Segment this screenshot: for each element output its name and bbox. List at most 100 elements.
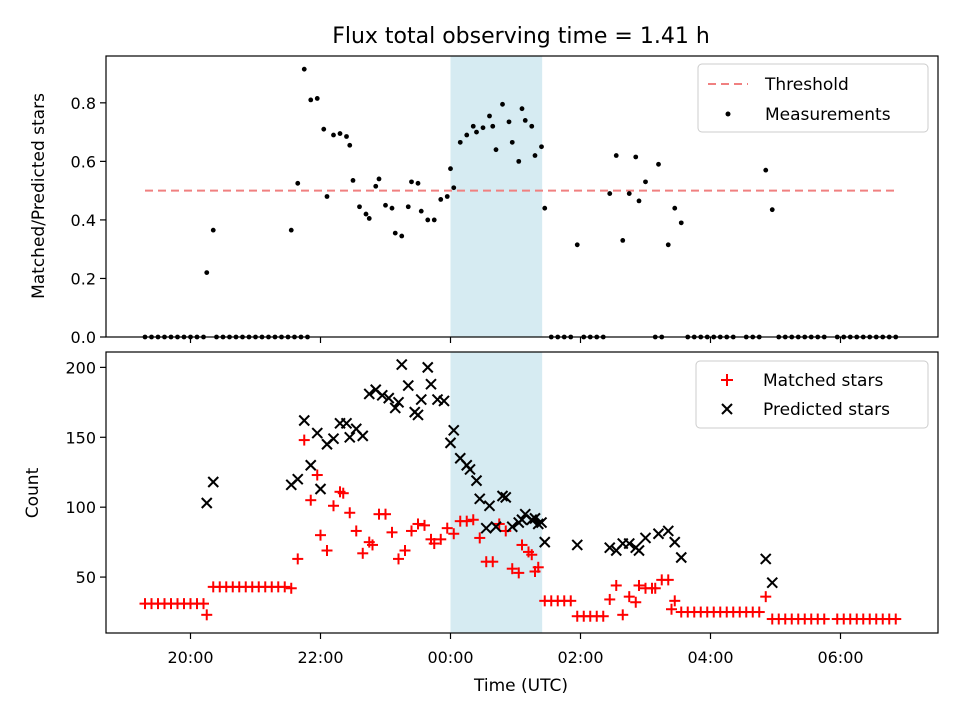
matched-star-point xyxy=(753,606,765,618)
matched-star-point xyxy=(604,593,616,605)
matched-star-point xyxy=(435,533,447,545)
top-legend: Threshold Measurements xyxy=(697,63,929,133)
predicted-star-point xyxy=(425,378,437,390)
predicted-star-point xyxy=(506,521,518,533)
matched-star-point xyxy=(532,561,544,573)
measurement-point xyxy=(474,129,479,135)
measurement-point xyxy=(357,204,362,210)
x-axis-label: Time (UTC) xyxy=(473,676,568,696)
matched-star-point xyxy=(610,579,622,591)
measurement-point xyxy=(519,106,525,112)
predicted-star-point xyxy=(669,536,681,548)
top-panel: Flux total observing time = 1.41 h 0.00.… xyxy=(29,24,939,347)
predicted-star-point xyxy=(396,358,408,371)
measurement-point xyxy=(448,166,453,172)
bottom-y-axis-label: Count xyxy=(23,467,43,518)
bottom-y-tick-label: 50 xyxy=(76,568,96,587)
predicted-star-point xyxy=(526,514,538,526)
predicted-star-point xyxy=(383,392,395,404)
predicted-star-point xyxy=(412,409,424,421)
predicted-star-point xyxy=(760,553,772,565)
measurement-point xyxy=(321,126,327,132)
predicted-star-point xyxy=(389,402,401,414)
matched-star-point xyxy=(412,518,424,530)
measurement-point xyxy=(506,119,512,125)
predicted-star-point xyxy=(480,522,492,534)
measurement-point xyxy=(337,131,343,136)
matched-star-point xyxy=(406,525,417,537)
measurement-point xyxy=(344,134,349,139)
measurement-point xyxy=(350,178,356,183)
predicted-star-point xyxy=(444,437,457,449)
predicted-star-point xyxy=(766,576,778,589)
bottom-observing-window xyxy=(450,352,543,633)
legend-threshold-label: Threshold xyxy=(764,75,849,95)
measurement-point xyxy=(636,198,642,204)
measurement-point xyxy=(480,125,486,131)
bottom-x-ticks: 20:00 22:00 00:00 02:00 04:00 06:00 xyxy=(167,633,864,667)
measurement-point xyxy=(574,242,580,248)
matched-star-point xyxy=(630,596,642,608)
predicted-star-point xyxy=(464,463,476,476)
matched-star-point xyxy=(279,581,291,593)
matched-star-point xyxy=(441,522,453,534)
legend-measurements-label: Measurements xyxy=(765,105,891,125)
matched-star-point xyxy=(350,525,362,537)
matched-star-point xyxy=(526,549,538,561)
measurement-point xyxy=(665,242,671,248)
matched-star-point xyxy=(461,515,473,527)
measurement-point xyxy=(409,179,414,185)
bottom-y-ticks: 50 100 150 200 xyxy=(65,358,106,587)
predicted-star-point xyxy=(532,518,544,530)
predicted-star-point xyxy=(571,539,583,551)
predicted-star-point xyxy=(438,395,450,407)
top-legend-box xyxy=(697,63,929,133)
chart-title: Flux total observing time = 1.41 h xyxy=(332,24,710,49)
bottom-axes-frame xyxy=(105,351,939,634)
legend-predicted-swatch xyxy=(721,403,733,415)
predicted-star-point xyxy=(500,491,512,504)
measurement-point xyxy=(464,132,470,138)
measurement-point xyxy=(324,194,330,199)
matched-star-point xyxy=(305,494,317,506)
measurement-point xyxy=(415,180,421,186)
predicted-star-point xyxy=(402,379,414,392)
measurement-point xyxy=(522,117,528,123)
measurement-point xyxy=(347,142,353,148)
predicted-star-point xyxy=(539,536,551,548)
measurement-point xyxy=(314,96,320,101)
legend-matched-swatch xyxy=(721,374,733,386)
x-tick-label: 22:00 xyxy=(297,648,343,667)
bottom-y-tick-label: 200 xyxy=(65,358,96,377)
predicted-star-point xyxy=(363,388,375,400)
matched-star-point xyxy=(448,528,460,540)
legend-measurements-swatch xyxy=(725,111,731,117)
x-tick-label: 06:00 xyxy=(817,648,863,667)
matched-star-point xyxy=(662,574,674,586)
measurement-point xyxy=(500,101,505,107)
matched-star-point xyxy=(419,519,430,531)
bottom-y-tick-label: 100 xyxy=(65,498,96,517)
x-tick-label: 04:00 xyxy=(687,648,733,667)
bottom-y-tick-label: 150 xyxy=(65,428,96,447)
matched-star-point xyxy=(298,434,310,446)
predicted-star-point xyxy=(344,431,356,443)
matched-star-point xyxy=(623,591,635,603)
measurement-point xyxy=(204,270,210,276)
matched-star-point xyxy=(506,563,518,575)
predicted-star-point xyxy=(633,544,645,557)
measurement-point xyxy=(626,191,632,196)
measurement-point xyxy=(490,123,496,129)
matched-star-point xyxy=(315,529,326,541)
matched-star-point xyxy=(311,469,323,481)
measurement-point xyxy=(509,139,515,145)
matched-star-point xyxy=(565,595,577,607)
predicted-star-point xyxy=(639,532,652,544)
predicted-star-point xyxy=(422,361,434,374)
x-tick-label: 00:00 xyxy=(427,648,473,667)
predicted-star-point xyxy=(340,417,353,430)
measurement-point xyxy=(620,238,626,243)
measurement-point xyxy=(331,132,336,138)
top-y-tick-label: 0.2 xyxy=(71,269,96,288)
